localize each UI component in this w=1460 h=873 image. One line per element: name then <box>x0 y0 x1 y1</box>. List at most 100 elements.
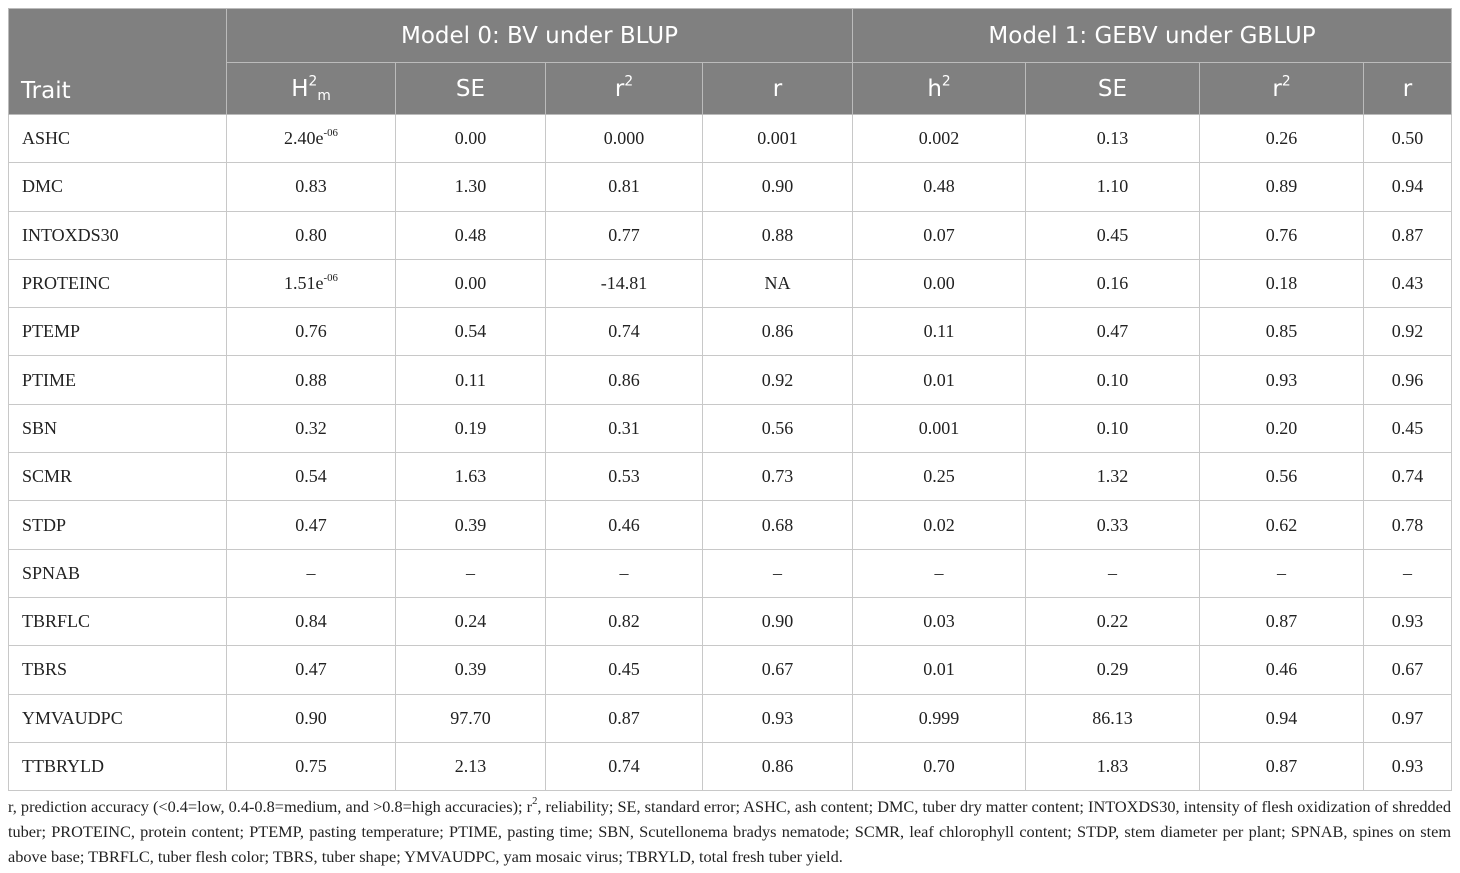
cell-text: 0.00 <box>923 273 955 294</box>
value-cell: – <box>395 548 546 598</box>
trait-cell: PTIME <box>8 355 227 405</box>
value-cell: 0.84 <box>226 596 396 647</box>
cell-text: 0.48 <box>454 224 487 245</box>
cell-text: 0.68 <box>761 514 794 535</box>
cell-text: – <box>306 562 316 583</box>
value-cell: 0.92 <box>1363 307 1452 357</box>
cell-text: 0.47 <box>1096 321 1129 342</box>
superscript: 2 <box>532 796 538 808</box>
cell-text: 0.97 <box>1391 707 1424 728</box>
cell-text: r <box>1402 75 1413 102</box>
value-cell: 0.19 <box>395 403 546 454</box>
cell-text: 0.19 <box>454 417 487 438</box>
value-cell: 0.13 <box>1025 113 1200 164</box>
table-row: TBRFLC 0.84 0.24 0.82 0.90 0.03 0.22 0.87 0.93 <box>8 596 1452 647</box>
value-cell: 0.25 <box>852 452 1026 502</box>
group-header: Model 1: GEBV under GBLUP <box>852 8 1452 63</box>
value-cell: 0.74 <box>1363 452 1452 502</box>
column-header: h2 <box>852 62 1026 115</box>
value-cell: 0.74 <box>545 741 703 792</box>
cell-text: 97.70 <box>450 707 491 728</box>
cell-text: 0.25 <box>923 466 955 487</box>
cell-text: 0.53 <box>608 466 640 487</box>
value-cell: 0.85 <box>1199 307 1364 357</box>
cell-text: 0.93 <box>761 707 794 728</box>
cell-text: 0.88 <box>761 224 794 245</box>
cell-text: 0.75 <box>295 756 327 776</box>
cell-text: – <box>1277 562 1286 583</box>
value-cell: 0.93 <box>1199 355 1364 405</box>
value-cell: 0.50 <box>1363 113 1452 164</box>
cell-text: 1.32 <box>1096 466 1129 487</box>
cell-text: 1.30 <box>454 176 487 197</box>
value-cell: 0.10 <box>1025 355 1200 405</box>
value-cell: 1.30 <box>395 162 546 212</box>
cell-text: SPNAB <box>22 562 81 583</box>
cell-text: 0.67 <box>761 659 794 680</box>
header-row: Trait Model 0: BV under BLUP Model 1: GE… <box>8 8 1452 115</box>
cell-text: – <box>1108 562 1117 583</box>
footnote: r, prediction accuracy (<0.4=low, 0.4-0.… <box>8 794 1451 869</box>
trait-cell: PTEMP <box>8 307 227 357</box>
cell-text: 1.10 <box>1096 176 1129 197</box>
value-cell: – <box>1199 548 1364 598</box>
cell-text: 0.93 <box>1391 611 1424 632</box>
value-cell: 0.68 <box>702 500 853 550</box>
trait-cell: YMVAUDPC <box>8 693 227 743</box>
cell-text: 0.10 <box>1096 417 1129 438</box>
cell-text: STDP <box>22 514 67 535</box>
cell-text: 0.002 <box>918 128 960 149</box>
value-cell: 0.001 <box>852 403 1026 454</box>
cell-text: 0.001 <box>757 128 798 149</box>
table-row: SBN 0.32 0.19 0.31 0.56 0.001 0.10 0.20 0.45 <box>8 403 1452 454</box>
trait-cell: TBRS <box>8 645 227 695</box>
cell-text: H <box>291 75 309 102</box>
value-cell: 0.74 <box>545 307 703 357</box>
value-cell: 0.94 <box>1363 162 1452 212</box>
cell-text: 0.67 <box>1391 659 1424 680</box>
value-cell: 0.01 <box>852 355 1026 405</box>
value-cell: 0.16 <box>1025 258 1200 309</box>
cell-text: 0.84 <box>295 611 327 632</box>
column-header: r <box>1363 62 1452 115</box>
value-cell: 1.63 <box>395 452 546 502</box>
value-cell: 0.94 <box>1199 693 1364 743</box>
cell-text: -14.81 <box>600 273 648 294</box>
cell-text: 0.86 <box>608 369 640 390</box>
table-header: Trait Model 0: BV under BLUP Model 1: GE… <box>8 8 1452 115</box>
cell-text: 0.00 <box>454 128 487 149</box>
column-header: r2 <box>1199 62 1364 115</box>
value-cell: 0.07 <box>852 210 1026 260</box>
cell-text: 0.94 <box>1265 707 1298 728</box>
cell-text: 0.93 <box>1265 369 1298 390</box>
value-cell: 0.93 <box>702 693 853 743</box>
value-cell: 0.87 <box>1199 741 1364 792</box>
value-cell: – <box>702 548 853 598</box>
value-cell: 0.39 <box>395 500 546 550</box>
trait-cell: TTBRYLD <box>8 741 227 792</box>
value-cell: 0.47 <box>226 500 396 550</box>
value-cell: 0.02 <box>852 500 1026 550</box>
value-cell: 0.26 <box>1199 113 1364 164</box>
value-cell: 97.70 <box>395 693 546 743</box>
value-cell: 0.67 <box>1363 645 1452 695</box>
cell-text: 0.45 <box>1391 417 1424 438</box>
cell-text: 0.000 <box>603 128 645 149</box>
value-cell: 0.48 <box>395 210 546 260</box>
value-cell: 0.46 <box>545 500 703 550</box>
cell-text: 0.47 <box>295 659 327 680</box>
cell-text: 0.93 <box>1391 756 1424 776</box>
cell-text: 0.54 <box>454 321 487 342</box>
cell-text: 0.56 <box>1265 466 1298 487</box>
value-cell: 0.33 <box>1025 500 1200 550</box>
table-row: TBRS 0.47 0.39 0.45 0.67 0.01 0.29 0.46 0.67 <box>8 645 1452 695</box>
cell-text: PROTEINC <box>22 273 111 294</box>
value-cell: 0.67 <box>702 645 853 695</box>
cell-text: 0.39 <box>454 514 487 535</box>
value-cell: 0.002 <box>852 113 1026 164</box>
value-cell: 0.03 <box>852 596 1026 647</box>
value-cell: 0.45 <box>545 645 703 695</box>
group-header: Model 0: BV under BLUP <box>226 8 853 63</box>
cell-text: 0.33 <box>1096 514 1129 535</box>
